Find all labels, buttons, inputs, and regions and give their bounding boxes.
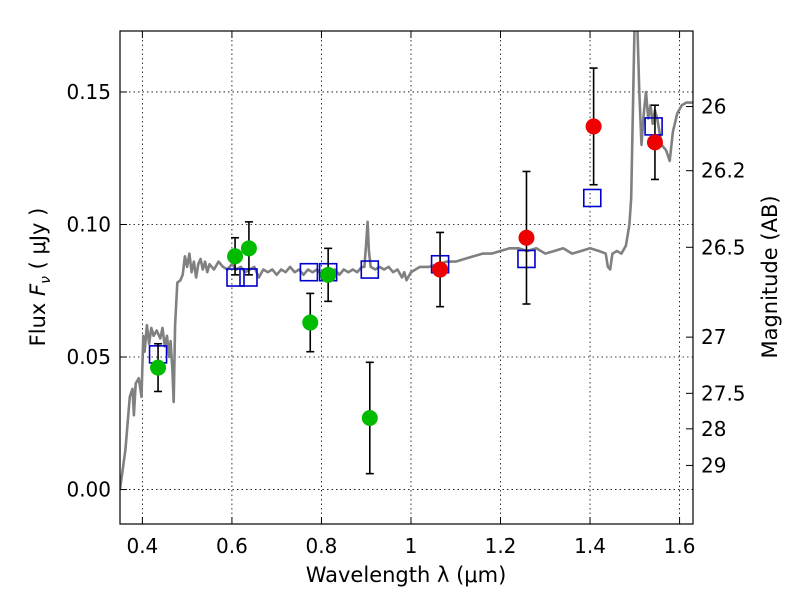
y2-tick-label: 26.5 [701,235,746,259]
model-spectrum-line [120,31,693,490]
x-tick-label: 1 [405,534,418,558]
model-square-point [299,262,319,282]
x-tick-label: 1.4 [574,534,606,558]
y2-tick-label: 26.2 [701,159,746,183]
x-tick-label: 1.6 [664,534,696,558]
plot-frame [119,30,694,525]
green-data-point [320,266,337,283]
x-tick-label: 0.4 [126,534,158,558]
x-axis-title: Wavelength λ (μm) [306,563,507,587]
green-data-point [240,240,257,257]
y-tick-label: 0.10 [66,212,111,236]
y2-tick-label: 27 [701,325,726,349]
y-tick-label: 0.15 [66,80,111,104]
y-axis-title: Flux Fν ( μJy ) [26,208,54,347]
axis-ticks: 0.4 0.6 0.8 1 1.2 1.4 1.6 0.00 0.05 0.10 0.15 26 26.… [66,31,746,558]
red-data-point [585,118,602,135]
data-points [148,67,663,475]
x-tick-label: 0.8 [306,534,338,558]
y2-tick-label: 29 [701,453,726,477]
y2-tick-label: 28 [701,417,726,441]
x-tick-label: 1.2 [485,534,517,558]
y-axis-title-subscript: ν [38,276,54,284]
y-axis-title-unit: ( μJy ) [26,208,50,276]
green-data-point [150,359,167,376]
y-axis-title-text: Flux [26,296,50,346]
red-data-point [646,134,663,151]
green-data-point [227,248,244,265]
x-tick-label: 0.6 [216,534,248,558]
y2-tick-label: 27.5 [701,381,746,405]
model-square-point [360,260,380,279]
y-axis-title-symbol: F [26,283,50,296]
y-tick-label: 0.00 [66,478,111,502]
red-data-point [518,229,535,246]
y-tick-label: 0.05 [66,345,111,369]
green-data-point [302,314,319,331]
grid-lines [120,31,693,524]
model-spectrum [120,31,693,490]
y2-tick-label: 26 [701,95,726,119]
y2-axis-title: Magnitude (AB) [758,195,782,358]
model-square-point [582,188,602,208]
red-data-point [432,261,449,278]
green-data-point [361,409,378,426]
